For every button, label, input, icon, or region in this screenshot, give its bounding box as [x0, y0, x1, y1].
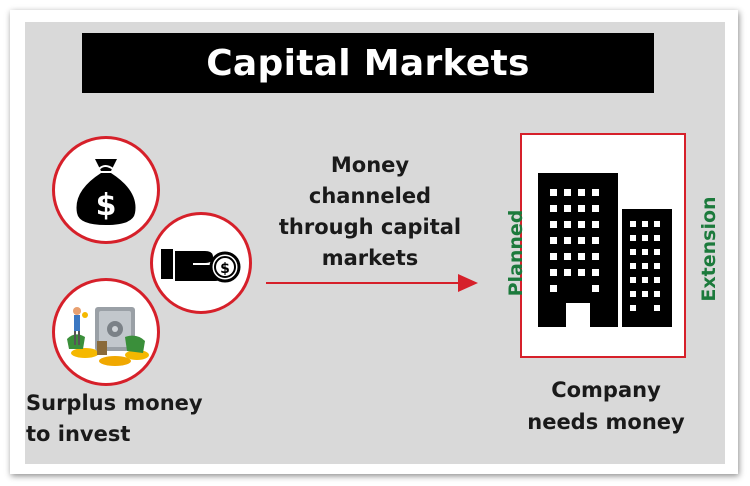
- target-label: Company needs money: [508, 374, 704, 438]
- flow-label-line4: markets: [321, 246, 419, 270]
- target-label-line1: Company: [551, 378, 661, 402]
- flow-label-line1: Money: [330, 153, 410, 177]
- safe-savings-icon: [67, 307, 149, 366]
- office-buildings-icon: [538, 173, 672, 327]
- flow-arrow: [266, 274, 478, 292]
- flow-label: Money channeled through capital markets: [270, 150, 470, 274]
- target-label-line2: needs money: [527, 410, 685, 434]
- source-label: Surplus money to invest: [18, 388, 228, 450]
- extension-label: Extension: [698, 196, 720, 302]
- safe-savings-circle: [52, 278, 160, 386]
- company-box: [520, 133, 686, 358]
- source-label-line2: to invest: [26, 422, 131, 446]
- title-bar: Capital Markets: [82, 33, 654, 93]
- svg-text:$: $: [96, 188, 117, 223]
- money-bag-icon: $: [76, 159, 136, 225]
- svg-text:$: $: [220, 261, 230, 277]
- hand-coin-icon: $: [161, 249, 241, 283]
- source-label-line1: Surplus money: [26, 391, 203, 415]
- hand-coin-circle: $: [150, 212, 252, 314]
- money-bag-circle: $: [52, 136, 160, 244]
- planned-label: Planned: [505, 209, 527, 297]
- page-title: Capital Markets: [206, 42, 530, 84]
- flow-label-line2: channeled: [308, 184, 432, 208]
- flow-label-line3: through capital: [278, 215, 462, 239]
